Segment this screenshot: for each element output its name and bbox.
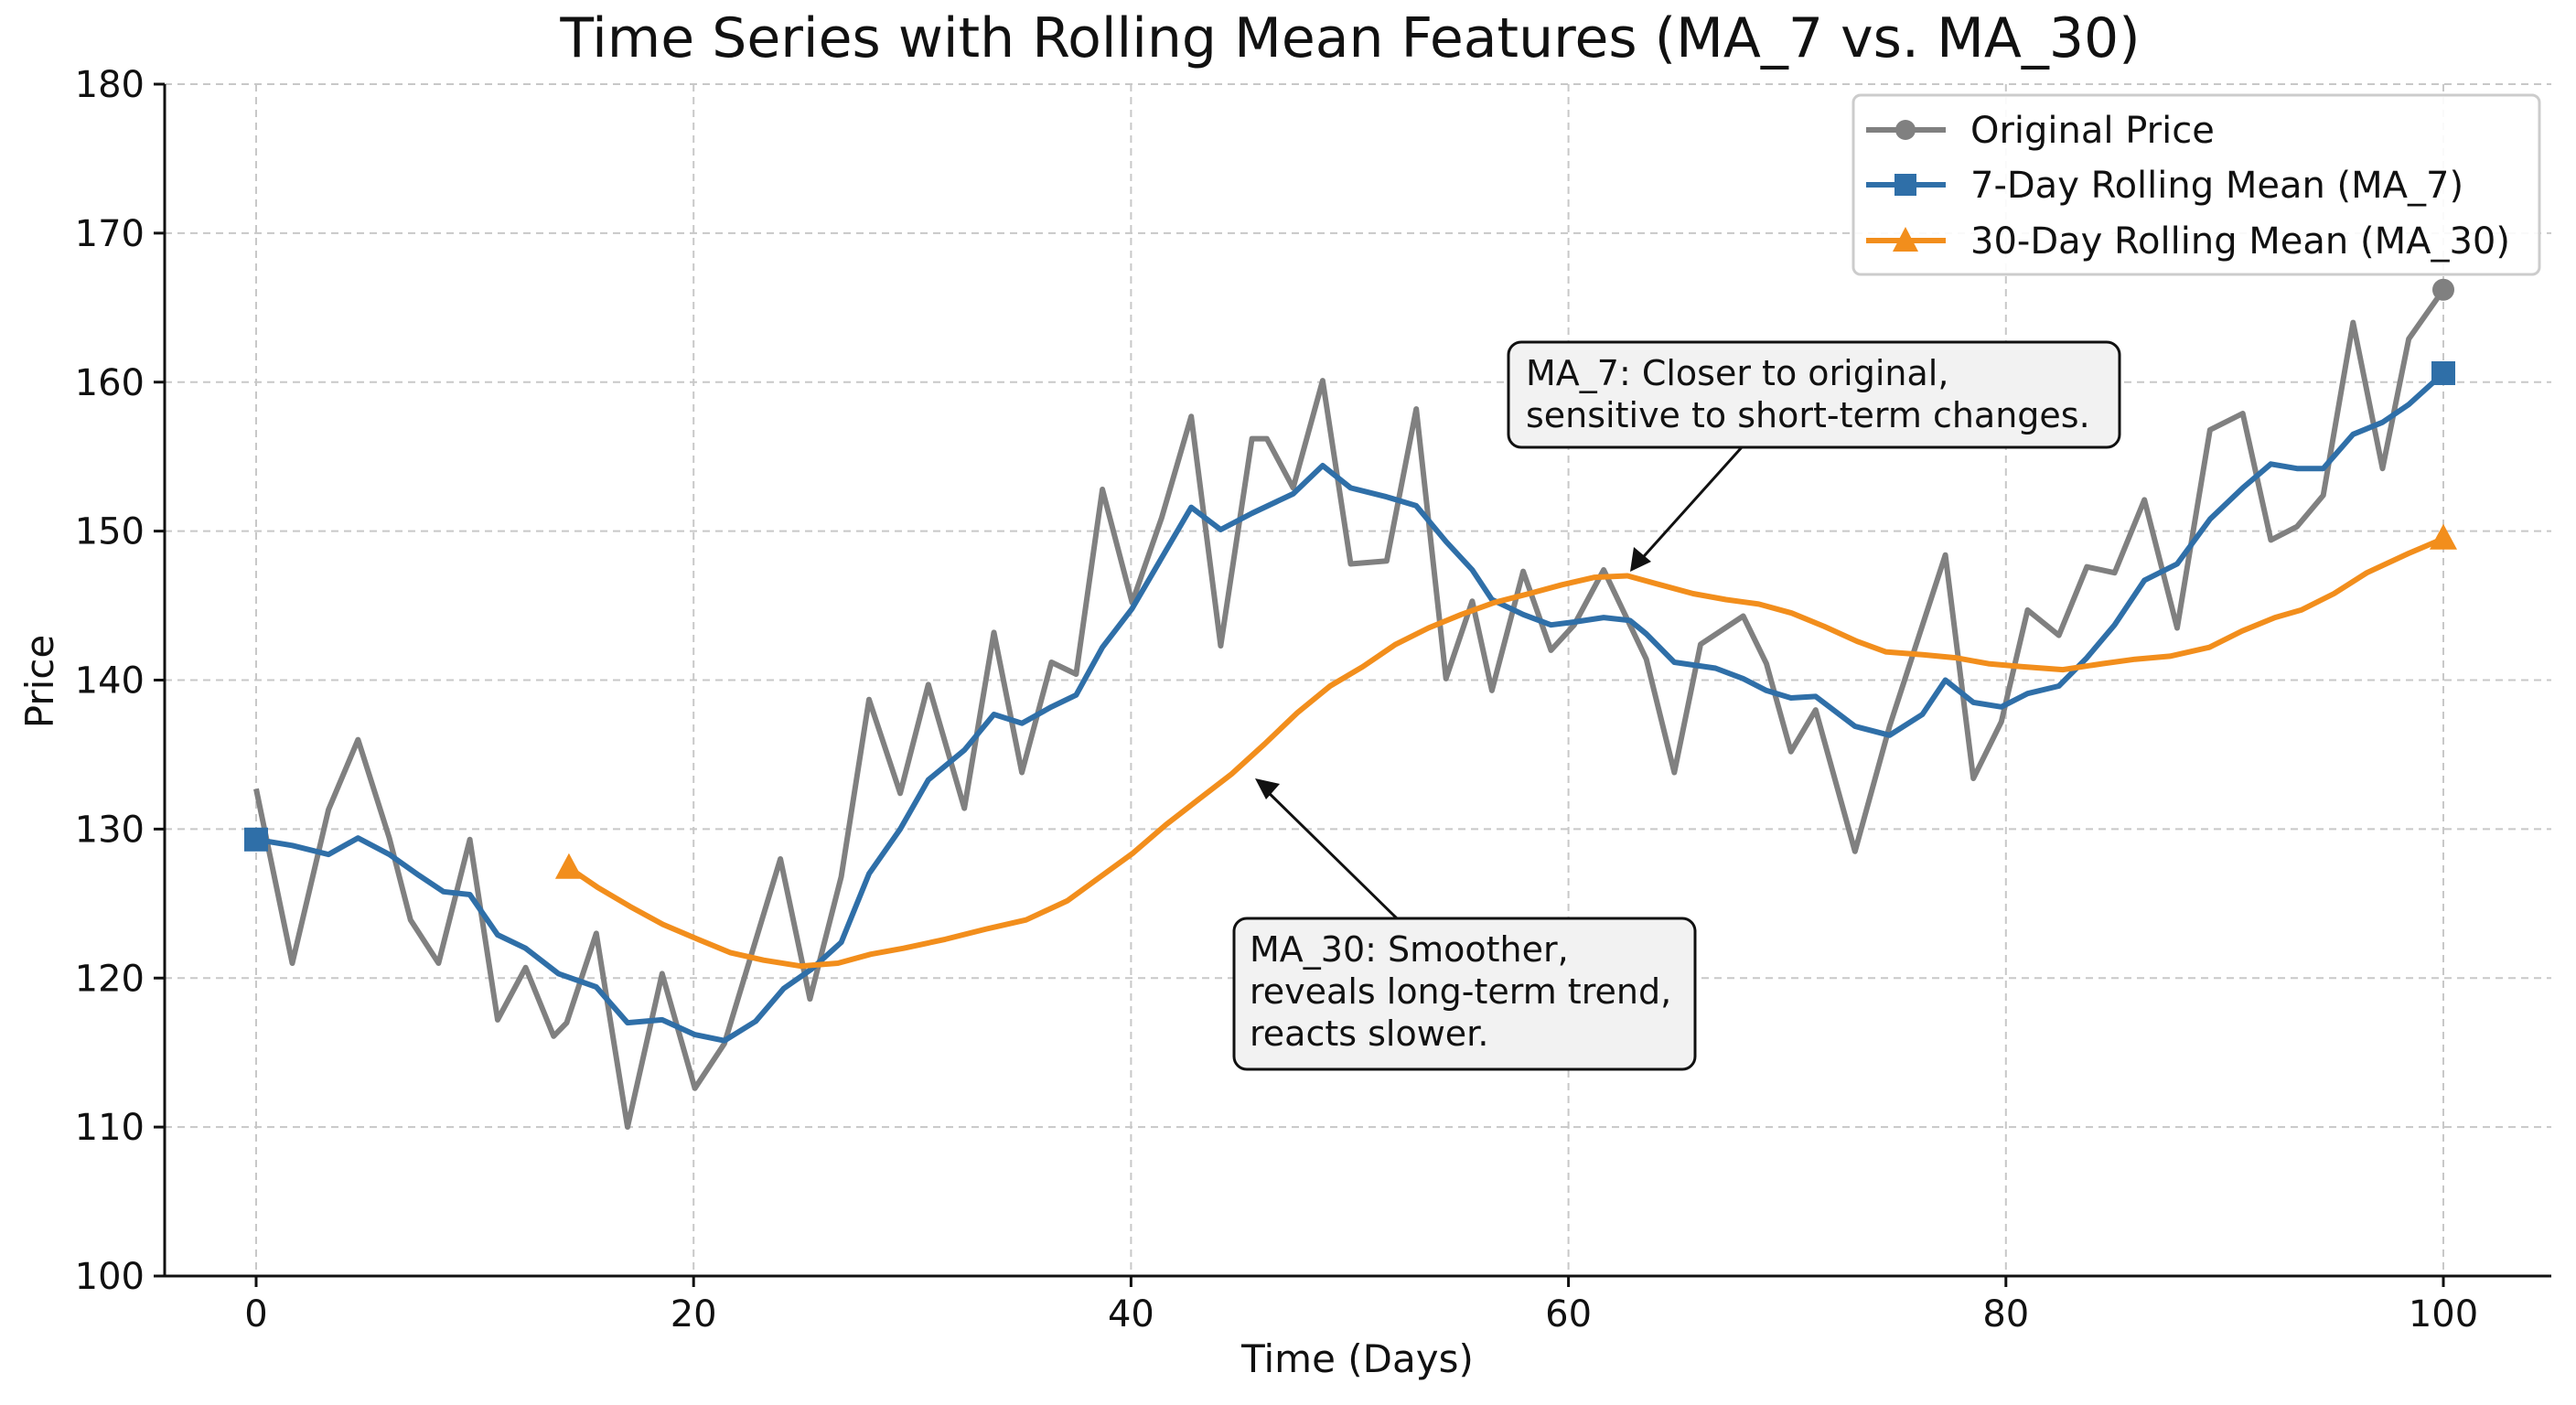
legend-label: Original Price — [1970, 110, 2215, 152]
y-tick-label: 110 — [75, 1107, 145, 1149]
annotation-text: MA_30: Smoother, — [1250, 929, 1569, 970]
square-marker — [2431, 360, 2455, 385]
triangle-marker-icon — [1893, 227, 1918, 252]
arrowhead — [1630, 547, 1651, 572]
annotation-arrow — [1636, 445, 1744, 565]
annotation-text: MA_7: Closer to original, — [1526, 353, 1948, 393]
series-line-2 — [567, 536, 2445, 970]
y-tick-label: 150 — [75, 511, 145, 553]
legend-item-ma7: 7-Day Rolling Mean (MA_7) — [1866, 165, 2463, 207]
y-axis-label: Price — [17, 635, 62, 728]
y-tick-label: 180 — [75, 64, 145, 106]
y-tick-label: 100 — [75, 1256, 145, 1298]
annotation-box — [1507, 340, 2121, 449]
legend-label: 7-Day Rolling Mean (MA_7) — [1970, 165, 2463, 207]
triangle-marker — [554, 853, 583, 879]
legend: Original Price 7-Day Rolling Mean (MA_7)… — [1852, 93, 2541, 276]
ticks: 0 20 40 60 80 100 100 110 120 130 140 150 160 170 180 — [75, 64, 2479, 1335]
square-marker-icon — [1894, 174, 1916, 196]
annotation-text: reveals long-term trend, — [1250, 971, 1671, 1012]
annotation-arrow — [1261, 785, 1399, 920]
circle-marker-icon — [1895, 120, 1916, 140]
x-tick-label: 0 — [244, 1293, 267, 1335]
triangle-marker — [2430, 523, 2457, 550]
series-layer — [244, 278, 2457, 1131]
y-tick-label: 130 — [75, 809, 145, 851]
legend-label: 30-Day Rolling Mean (MA_30) — [1970, 220, 2510, 263]
annotation-text: reacts slower. — [1250, 1014, 1488, 1054]
annotation-ma30: MA_30: Smoother, reveals long-term trend… — [1232, 778, 1697, 1071]
annotation-ma7: MA_7: Closer to original, sensitive to s… — [1507, 340, 2121, 572]
y-tick-label: 170 — [75, 213, 145, 255]
y-tick-label: 120 — [75, 958, 145, 1000]
y-tick-label: 140 — [75, 660, 145, 702]
annotations: MA_7: Closer to original, sensitive to s… — [1232, 340, 2121, 1071]
y-tick-label: 160 — [75, 362, 145, 404]
series-line-0 — [253, 288, 2446, 1131]
x-tick-label: 100 — [2409, 1293, 2478, 1335]
annotation-box — [1232, 917, 1697, 1071]
square-marker — [244, 827, 268, 852]
legend-item-ma30: 30-Day Rolling Mean (MA_30) — [1866, 220, 2510, 263]
x-tick-label: 40 — [1108, 1293, 1154, 1335]
legend-item-original: Original Price — [1866, 110, 2215, 152]
x-tick-label: 60 — [1545, 1293, 1592, 1335]
x-tick-label: 20 — [671, 1293, 717, 1335]
chart-title: Time Series with Rolling Mean Features (… — [559, 6, 2140, 70]
x-axis-label: Time (Days) — [1240, 1336, 1474, 1381]
legend-box — [1852, 93, 2541, 276]
arrowhead — [1255, 778, 1280, 799]
circle-marker — [2432, 278, 2454, 301]
annotation-text: sensitive to short-term changes. — [1526, 395, 2090, 435]
x-tick-label: 80 — [1982, 1293, 2029, 1335]
